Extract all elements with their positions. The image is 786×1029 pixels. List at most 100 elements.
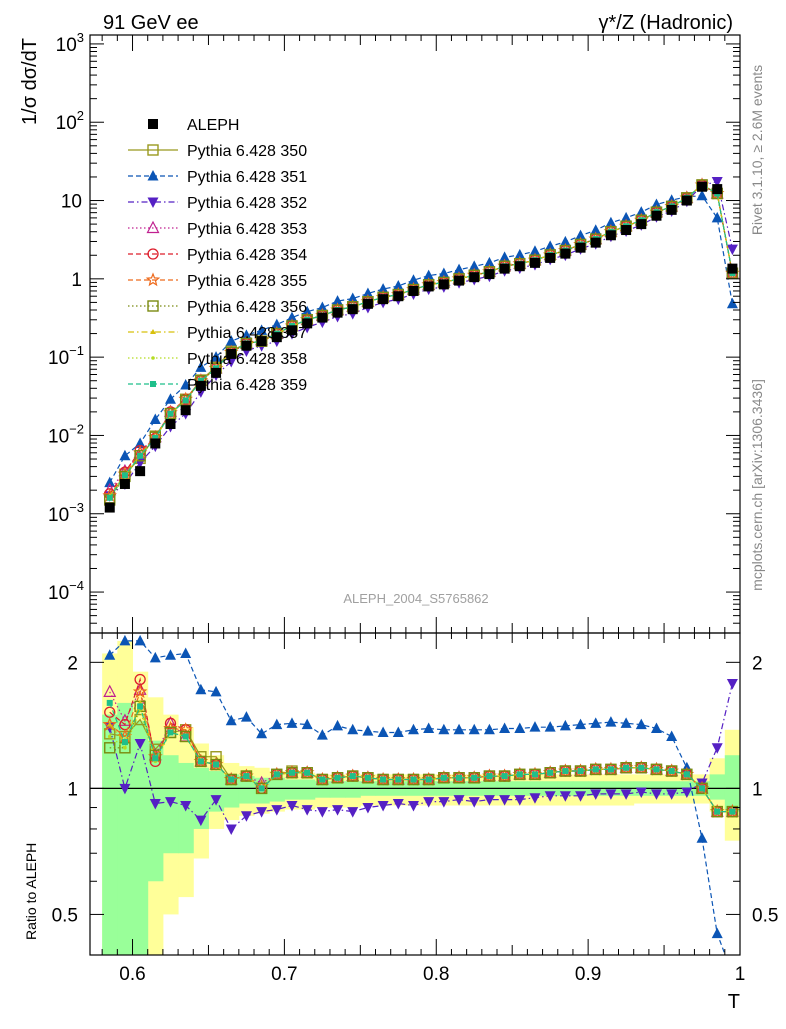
data-point	[729, 808, 736, 815]
data-point	[560, 248, 571, 259]
data-point	[121, 739, 128, 746]
inner-band-bin	[208, 771, 225, 812]
data-point	[286, 325, 297, 336]
data-point	[711, 211, 723, 223]
data-point	[304, 769, 311, 776]
data-point	[590, 224, 602, 235]
data-point	[377, 801, 389, 812]
data-point	[407, 274, 419, 285]
data-point	[106, 494, 113, 501]
legend-entry: Pythia 6.428 357	[128, 325, 307, 342]
data-point	[256, 336, 267, 347]
data-point	[317, 312, 328, 323]
legend: ALEPH Pythia 6.428 350 Pythia 6.428 351 Pyt…	[128, 117, 307, 394]
data-point	[137, 452, 144, 459]
data-point	[516, 771, 523, 778]
data-point	[668, 768, 675, 775]
data-point	[316, 301, 328, 313]
data-point	[135, 466, 146, 477]
data-point	[211, 367, 222, 378]
ratio-series-9	[106, 699, 736, 815]
legend-entry: Pythia 6.428 352	[128, 195, 307, 212]
data-point	[592, 766, 599, 773]
data-point	[240, 811, 252, 822]
ratio-panel-frame	[89, 632, 741, 956]
legend-label: Pythia 6.428 353	[187, 221, 307, 238]
data-point	[182, 733, 189, 740]
data-point	[514, 795, 526, 806]
data-point	[650, 789, 662, 800]
data-point	[119, 634, 131, 646]
data-point	[605, 216, 617, 228]
data-point	[377, 283, 389, 294]
data-point	[635, 718, 647, 730]
data-point	[623, 764, 630, 771]
data-point	[484, 269, 495, 280]
legend-label: ALEPH	[187, 117, 239, 134]
data-point	[319, 776, 326, 783]
inner-band-bin	[345, 781, 361, 798]
data-point	[150, 329, 156, 334]
inner-band-bin	[284, 779, 301, 800]
data-point	[271, 318, 283, 330]
legend-entry: Pythia 6.428 353	[128, 220, 307, 238]
main-series-2	[104, 189, 738, 488]
data-point	[423, 281, 434, 292]
data-point	[590, 789, 602, 800]
data-point	[380, 776, 387, 783]
data-point	[483, 256, 495, 268]
data-point	[119, 783, 131, 795]
data-point	[137, 703, 144, 710]
x-axis-label: T	[728, 991, 740, 1013]
data-point	[638, 764, 645, 771]
data-point	[711, 927, 723, 939]
data-point	[286, 801, 298, 812]
data-point	[408, 285, 419, 296]
data-point	[410, 776, 417, 783]
data-point	[347, 723, 359, 735]
data-point	[167, 410, 174, 417]
data-point	[544, 791, 556, 802]
data-point	[393, 291, 404, 302]
data-point	[178, 722, 193, 737]
data-point	[529, 257, 540, 268]
data-point	[483, 723, 495, 735]
data-point	[164, 649, 176, 660]
data-point	[271, 332, 282, 343]
data-point	[362, 725, 374, 736]
data-point	[438, 267, 450, 278]
data-point	[286, 717, 298, 728]
main-y-tick-label: 102	[56, 108, 84, 134]
legend-label: Pythia 6.428 351	[187, 169, 307, 186]
data-point	[121, 472, 128, 479]
data-point	[605, 230, 616, 241]
data-point	[240, 329, 252, 340]
data-point	[499, 263, 510, 274]
legend-label: Pythia 6.428 356	[187, 299, 307, 316]
data-point	[240, 711, 252, 722]
inner-band-bin	[329, 781, 346, 798]
ratio-series-2	[104, 679, 738, 835]
data-point	[697, 181, 708, 192]
data-point	[440, 774, 447, 781]
inner-band-bin	[132, 720, 149, 955]
data-point	[271, 805, 283, 816]
data-point	[453, 723, 465, 735]
ratio-y-tick-label-left: 2	[67, 653, 78, 674]
data-point	[149, 651, 161, 663]
data-point	[180, 647, 192, 658]
data-point	[273, 771, 280, 778]
data-point	[501, 773, 508, 780]
data-point	[711, 743, 723, 754]
main-y-axis-label: 1/σ dσ/dT	[19, 38, 41, 125]
data-point	[147, 197, 159, 208]
legend-entry: ALEPH	[148, 117, 239, 134]
ratio-y-tick-label-right: 2	[752, 653, 763, 674]
data-point	[469, 272, 480, 283]
data-point	[132, 684, 148, 699]
data-point	[167, 729, 174, 736]
data-point	[544, 721, 556, 732]
data-point	[302, 318, 313, 329]
data-point	[514, 248, 526, 260]
data-point	[392, 280, 404, 291]
